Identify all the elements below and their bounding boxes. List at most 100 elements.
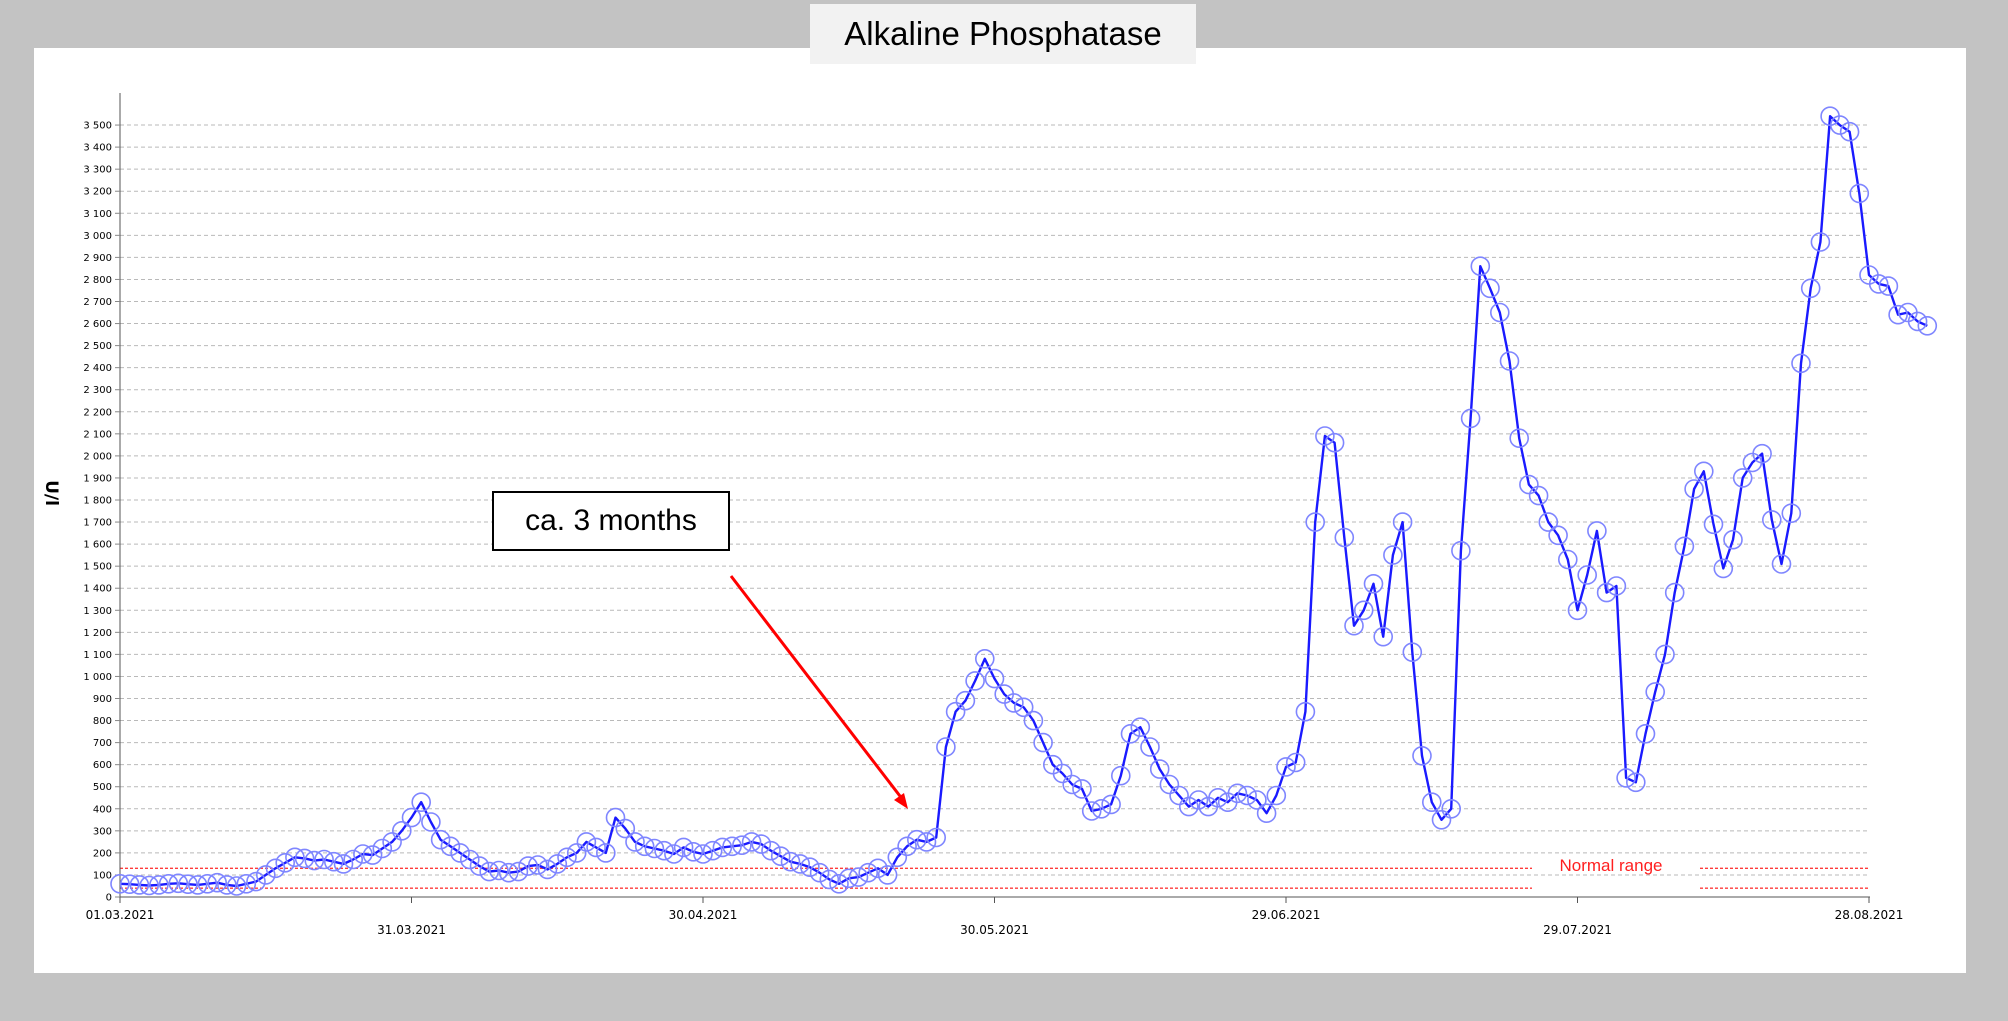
normal-range-label: Normal range bbox=[1560, 856, 1663, 875]
y-tick-label: 1 200 bbox=[83, 628, 112, 639]
data-point bbox=[595, 843, 616, 863]
y-tick-label: 2 300 bbox=[83, 385, 112, 396]
data-point bbox=[906, 829, 927, 850]
data-point bbox=[615, 818, 636, 839]
data-point bbox=[965, 671, 985, 691]
data-point bbox=[1480, 278, 1500, 299]
y-tick-label: 2 800 bbox=[83, 275, 112, 286]
y-tick-label: 2 600 bbox=[83, 319, 112, 330]
data-point bbox=[1723, 529, 1743, 550]
data-point bbox=[1907, 311, 1928, 332]
data-point bbox=[1315, 426, 1335, 446]
data-point bbox=[974, 648, 995, 669]
data-point bbox=[197, 873, 218, 894]
data-point bbox=[741, 832, 762, 852]
data-point bbox=[1285, 752, 1306, 773]
data-point bbox=[1295, 701, 1316, 722]
data-point bbox=[372, 838, 393, 859]
gridlines bbox=[120, 124, 1870, 876]
data-point bbox=[459, 849, 480, 870]
data-point bbox=[119, 874, 140, 895]
data-point bbox=[1111, 765, 1131, 786]
data-point bbox=[1266, 785, 1287, 806]
data-point bbox=[819, 869, 840, 890]
y-tick-label: 2 000 bbox=[83, 451, 112, 462]
data-point bbox=[1431, 809, 1452, 830]
data-point bbox=[1839, 121, 1860, 142]
data-point bbox=[868, 858, 888, 879]
data-point bbox=[537, 859, 558, 880]
data-point bbox=[547, 854, 568, 874]
data-point bbox=[411, 792, 432, 813]
data-point bbox=[1023, 710, 1044, 731]
y-tick-label: 800 bbox=[93, 716, 112, 727]
series-line bbox=[119, 114, 1928, 888]
data-point bbox=[1276, 757, 1296, 777]
data-point bbox=[518, 856, 538, 876]
data-point bbox=[1888, 304, 1908, 325]
y-tick-label: 1 000 bbox=[83, 672, 112, 683]
data-point bbox=[294, 848, 315, 869]
data-point bbox=[1616, 768, 1636, 788]
data-point bbox=[1878, 276, 1899, 296]
data-point bbox=[1830, 115, 1850, 135]
data-point bbox=[1052, 763, 1073, 784]
data-point bbox=[1033, 732, 1053, 753]
data-point bbox=[382, 832, 402, 852]
y-tick-label: 900 bbox=[93, 694, 112, 705]
data-point bbox=[1509, 428, 1529, 449]
data-point bbox=[508, 861, 529, 882]
data-point bbox=[1732, 468, 1753, 488]
data-point bbox=[1849, 183, 1870, 204]
data-point bbox=[1353, 600, 1374, 621]
annotation-arrow bbox=[729, 575, 908, 809]
data-point bbox=[226, 876, 247, 896]
data-point bbox=[236, 873, 257, 894]
y-tick-label: 2 400 bbox=[83, 363, 112, 374]
data-point bbox=[1130, 717, 1151, 738]
data-point bbox=[1101, 794, 1121, 815]
data-point bbox=[479, 861, 500, 882]
data-point bbox=[1674, 536, 1695, 557]
data-point bbox=[1373, 626, 1393, 647]
data-point bbox=[664, 844, 684, 864]
data-point bbox=[168, 873, 189, 894]
data-point bbox=[770, 846, 791, 867]
y-tick-label: 400 bbox=[93, 804, 112, 815]
data-point bbox=[1305, 512, 1325, 532]
data-point bbox=[945, 701, 966, 722]
data-point bbox=[1004, 693, 1024, 713]
data-point bbox=[761, 840, 781, 861]
data-point bbox=[110, 873, 130, 894]
data-point bbox=[1752, 443, 1772, 464]
x-tick-label: 29.06.2021 bbox=[1252, 908, 1321, 922]
data-point bbox=[187, 875, 208, 895]
data-point bbox=[1324, 432, 1345, 453]
data-point bbox=[1528, 485, 1549, 506]
data-point bbox=[1169, 785, 1189, 806]
y-tick-label: 1 800 bbox=[83, 496, 112, 507]
y-tick-label: 1 500 bbox=[83, 562, 112, 573]
x-tick-labels: 01.03.2021 31.03.2021 30.04.2021 30.05.2021… bbox=[86, 897, 1903, 937]
chart-panel bbox=[34, 48, 1966, 973]
data-point bbox=[527, 855, 548, 875]
data-point bbox=[1713, 558, 1734, 579]
data-point bbox=[304, 850, 325, 871]
data-point bbox=[566, 843, 587, 863]
data-point bbox=[576, 832, 597, 852]
arrow-head bbox=[894, 793, 908, 809]
data-point bbox=[469, 856, 490, 876]
y-tick-label: 2 900 bbox=[83, 253, 112, 264]
data-point bbox=[1810, 232, 1831, 252]
data-point bbox=[1392, 512, 1413, 532]
data-point bbox=[1149, 759, 1170, 779]
data-point bbox=[1402, 642, 1423, 663]
data-point bbox=[1781, 503, 1802, 524]
y-tick-label: 100 bbox=[93, 870, 112, 881]
data-point bbox=[829, 873, 849, 894]
data-point bbox=[1558, 549, 1578, 570]
data-point bbox=[1140, 737, 1160, 757]
data-point bbox=[1577, 565, 1597, 585]
data-point bbox=[1363, 573, 1384, 594]
data-point bbox=[1072, 779, 1092, 799]
